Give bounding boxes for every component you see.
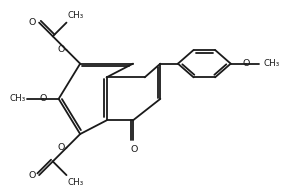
Text: CH₃: CH₃: [9, 94, 25, 103]
Text: O: O: [39, 94, 47, 103]
Text: O: O: [57, 143, 65, 152]
Text: CH₃: CH₃: [67, 178, 84, 187]
Text: O: O: [57, 45, 65, 55]
Text: O: O: [130, 145, 138, 154]
Text: O: O: [243, 59, 250, 68]
Text: O: O: [29, 18, 36, 27]
Text: CH₃: CH₃: [67, 11, 84, 20]
Text: CH₃: CH₃: [264, 59, 280, 68]
Text: O: O: [29, 171, 36, 180]
